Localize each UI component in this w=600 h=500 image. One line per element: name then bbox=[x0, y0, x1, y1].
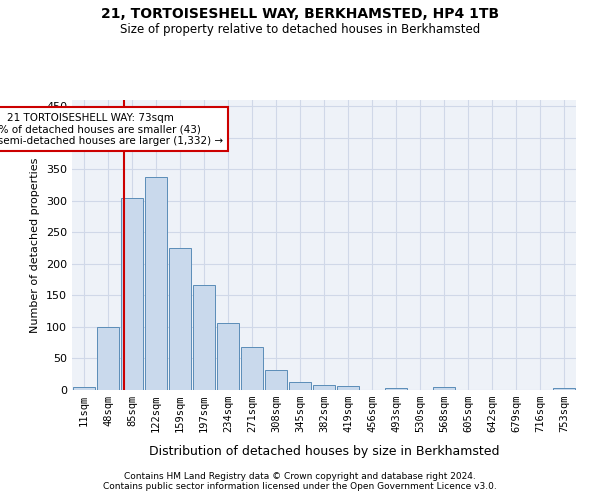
Bar bbox=[385, 388, 407, 390]
Bar bbox=[433, 387, 455, 390]
Bar bbox=[73, 387, 95, 390]
Bar bbox=[121, 198, 143, 390]
Text: Contains public sector information licensed under the Open Government Licence v3: Contains public sector information licen… bbox=[103, 482, 497, 491]
Bar bbox=[97, 327, 119, 390]
Bar bbox=[193, 284, 215, 390]
Y-axis label: Number of detached properties: Number of detached properties bbox=[31, 158, 40, 332]
Text: Distribution of detached houses by size in Berkhamsted: Distribution of detached houses by size … bbox=[149, 444, 499, 458]
Text: Contains HM Land Registry data © Crown copyright and database right 2024.: Contains HM Land Registry data © Crown c… bbox=[124, 472, 476, 481]
Bar bbox=[289, 382, 311, 390]
Bar bbox=[337, 386, 359, 390]
Bar bbox=[313, 385, 335, 390]
Bar bbox=[145, 177, 167, 390]
Bar bbox=[217, 323, 239, 390]
Bar bbox=[169, 248, 191, 390]
Bar bbox=[265, 370, 287, 390]
Bar bbox=[241, 347, 263, 390]
Text: 21 TORTOISESHELL WAY: 73sqm
← 3% of detached houses are smaller (43)
97% of semi: 21 TORTOISESHELL WAY: 73sqm ← 3% of deta… bbox=[0, 112, 223, 146]
Text: Size of property relative to detached houses in Berkhamsted: Size of property relative to detached ho… bbox=[120, 22, 480, 36]
Text: 21, TORTOISESHELL WAY, BERKHAMSTED, HP4 1TB: 21, TORTOISESHELL WAY, BERKHAMSTED, HP4 … bbox=[101, 8, 499, 22]
Bar bbox=[553, 388, 575, 390]
